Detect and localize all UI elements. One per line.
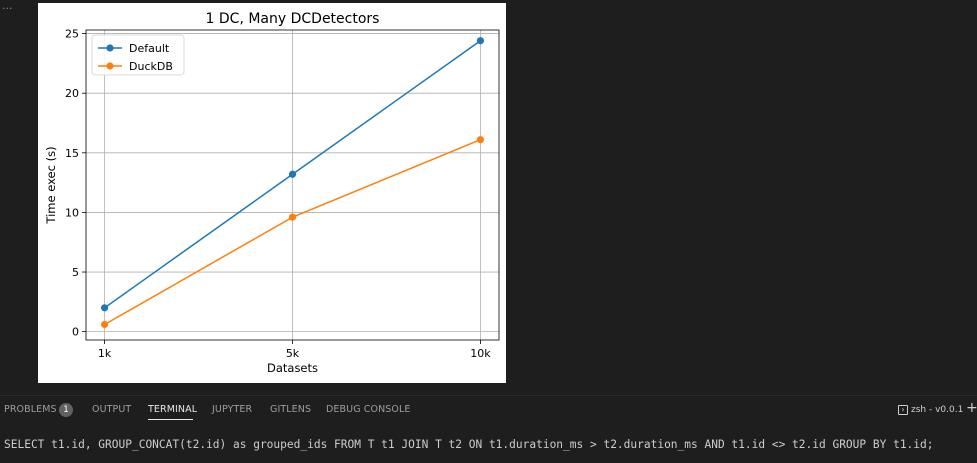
- data-point-duckdb: [100, 320, 109, 329]
- panel-divider: [0, 395, 977, 396]
- terminal-command-line[interactable]: SELECT t1.id, GROUP_CONCAT(t2.id) as gro…: [4, 438, 934, 451]
- chart-title: 1 DC, Many DCDetectors: [206, 11, 380, 27]
- x-tick-label: 1k: [98, 347, 112, 360]
- chart-figure: 0 5 10 15 20 25 1k 5k 10k 1 DC, Many DCDetector…: [38, 3, 506, 383]
- x-tick-label: 5k: [286, 347, 300, 360]
- legend-marker: [106, 62, 114, 70]
- chart-grid: [86, 30, 499, 340]
- data-point-default: [476, 37, 485, 45]
- y-tick-label: 20: [65, 87, 79, 100]
- legend-box: [91, 34, 185, 76]
- y-tick-label: 10: [65, 206, 79, 219]
- y-axis-label: Time exec (s): [44, 146, 58, 224]
- data-point-default: [100, 304, 109, 312]
- y-axis: 0 5 10 15 20 25: [65, 28, 86, 339]
- problems-count-badge: 1: [59, 403, 73, 417]
- active-tab-indicator: [148, 419, 193, 420]
- legend-label: Default: [129, 42, 170, 55]
- line-chart: 0 5 10 15 20 25 1k 5k 10k 1 DC, Many DCDetector…: [44, 11, 500, 375]
- x-tick-label: 10k: [470, 347, 491, 360]
- tab-output[interactable]: OUTPUT: [92, 404, 132, 415]
- x-axis-label: Datasets: [267, 361, 318, 375]
- terminal-icon: ›: [898, 405, 908, 415]
- plus-icon[interactable]: +: [966, 400, 977, 416]
- tab-debug-console[interactable]: DEBUG CONSOLE: [326, 404, 411, 415]
- panel-tab-bar: PROBLEMS OUTPUT TERMINAL JUPYTER GITLENS…: [0, 396, 977, 424]
- y-tick-label: 15: [65, 147, 79, 160]
- data-point-default: [288, 170, 297, 178]
- data-point-duckdb: [288, 213, 297, 221]
- y-tick-label: 0: [72, 326, 79, 339]
- y-tick-label: 5: [72, 266, 79, 279]
- tab-jupyter[interactable]: JUPYTER: [212, 404, 253, 415]
- cell-output-ellipsis[interactable]: ...: [2, 0, 13, 12]
- x-axis: 1k 5k 10k: [98, 340, 491, 360]
- y-tick-label: 25: [65, 28, 79, 41]
- legend-marker: [106, 44, 114, 52]
- chart-legend: Default DuckDB: [91, 34, 185, 76]
- terminal-name: zsh - v0.0.1: [911, 405, 964, 415]
- tab-gitlens[interactable]: GITLENS: [270, 404, 312, 415]
- chart-series: [100, 37, 485, 329]
- data-point-duckdb: [476, 136, 485, 144]
- tab-problems[interactable]: PROBLEMS: [4, 404, 57, 415]
- tab-terminal[interactable]: TERMINAL: [148, 404, 198, 415]
- legend-label: DuckDB: [129, 60, 173, 73]
- terminal-selector[interactable]: › zsh - v0.0.1: [898, 403, 963, 417]
